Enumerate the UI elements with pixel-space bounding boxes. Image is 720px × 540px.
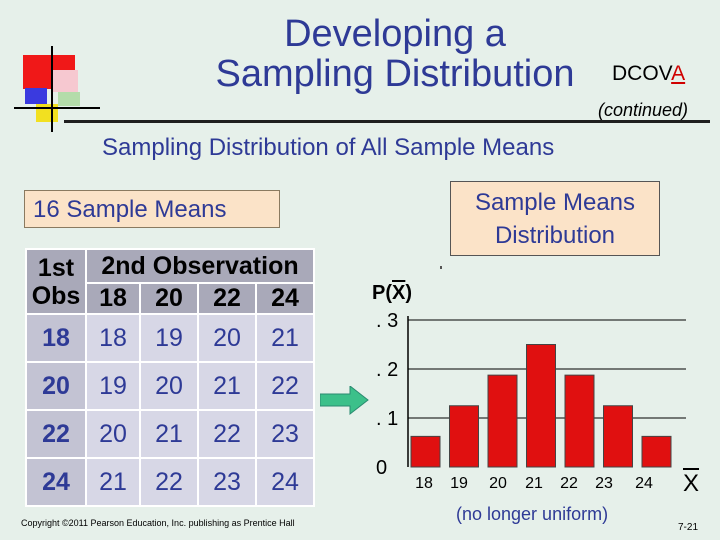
x-tick-label: 23 [595, 475, 613, 492]
distribution-box-line-2: Distribution [494, 222, 616, 249]
dcova-prefix: DCOV [612, 62, 672, 85]
row-header: 20 [25, 361, 87, 411]
sample-means-box: 16 Sample Means [24, 190, 280, 228]
column-header: 18 [85, 282, 141, 315]
bar [564, 374, 595, 468]
bar [410, 435, 441, 468]
logo-vertical-line [51, 46, 53, 132]
x-tick-label: 19 [450, 475, 468, 492]
row-header: 22 [25, 409, 87, 459]
corner-line-2: Obs [31, 281, 81, 310]
dcova-label: DCOVA [612, 62, 685, 86]
y-tick-label: . 2 [376, 359, 398, 381]
table-cell: 21 [139, 409, 199, 459]
table-cell: 23 [255, 409, 315, 459]
table-cell: 19 [139, 313, 199, 363]
x-tick-label: 22 [560, 475, 578, 492]
table-cell: 21 [85, 457, 141, 507]
table-cell: 21 [255, 313, 315, 363]
copyright-text: Copyright ©2011 Pearson Education, Inc. … [21, 518, 295, 528]
table-row: 24 21 22 23 24 [25, 457, 315, 507]
continued-label: (continued) [598, 100, 689, 120]
table-row: 18 18 19 20 21 [25, 313, 315, 363]
table-cell: 23 [197, 457, 257, 507]
bar [526, 344, 556, 468]
y-tick-label: . 3 [376, 310, 398, 332]
sample-means-table: 1st Obs 2nd Observation 18 20 22 24 18 1… [25, 248, 315, 507]
table-cell: 22 [139, 457, 199, 507]
table-cell: 22 [197, 409, 257, 459]
bar [449, 405, 479, 468]
right-arrow-icon [320, 386, 369, 416]
y-label-symbol: X [392, 282, 406, 304]
x-tick-label: 21 [525, 475, 543, 492]
stray-dot [440, 266, 442, 269]
x-tick-label: 20 [489, 475, 507, 492]
row-header: 24 [25, 457, 87, 507]
column-header: 20 [139, 282, 199, 315]
x-tick-label: 18 [415, 475, 433, 492]
table-cell: 20 [139, 361, 199, 411]
title-rule [64, 120, 710, 123]
table-cell: 18 [85, 313, 141, 363]
bar [603, 405, 633, 468]
slide-subtitle: Sampling Distribution of All Sample Mean… [102, 134, 555, 161]
table-header-title: 2nd Observation [85, 248, 315, 284]
column-header: 22 [197, 282, 257, 315]
table-cell: 20 [197, 313, 257, 363]
table-cell: 21 [197, 361, 257, 411]
x-tick-label: 24 [635, 475, 653, 492]
table-row: 22 20 21 22 23 [25, 409, 315, 459]
logo-blue-square [25, 88, 47, 104]
table-row: 20 19 20 21 22 [25, 361, 315, 411]
title-line-1: Developing a [284, 13, 506, 55]
logo-green-square [58, 92, 80, 106]
table-cell: 24 [255, 457, 315, 507]
title-line-2: Sampling Distribution [215, 53, 575, 95]
bar [641, 435, 672, 468]
column-header: 24 [255, 282, 315, 315]
y-tick-label: 0 [376, 457, 387, 479]
distribution-box-line-1: Sample Means [474, 189, 636, 216]
bar [487, 374, 518, 468]
table-cell: 19 [85, 361, 141, 411]
logo-pink-square [52, 70, 78, 92]
chart-y-label: P(X) [372, 282, 412, 305]
corner-cell: 1st Obs [25, 248, 87, 315]
table-cell: 20 [85, 409, 141, 459]
dcova-highlight: A [671, 62, 686, 85]
chart-x-label: X [683, 470, 700, 497]
row-header: 18 [25, 313, 87, 363]
page-number: 7-21 [678, 522, 699, 533]
no-longer-uniform-note: (no longer uniform) [456, 504, 609, 524]
y-label-prefix: P( [372, 282, 392, 304]
table-cell: 22 [255, 361, 315, 411]
logo-horizontal-line [14, 107, 100, 109]
y-tick-label: . 1 [376, 408, 398, 430]
corner-line-1: 1st [37, 253, 75, 282]
slide-title: Developing a Sampling Distribution [150, 14, 640, 94]
y-label-suffix: ) [405, 282, 413, 304]
distribution-box: Sample Means Distribution [450, 181, 660, 256]
